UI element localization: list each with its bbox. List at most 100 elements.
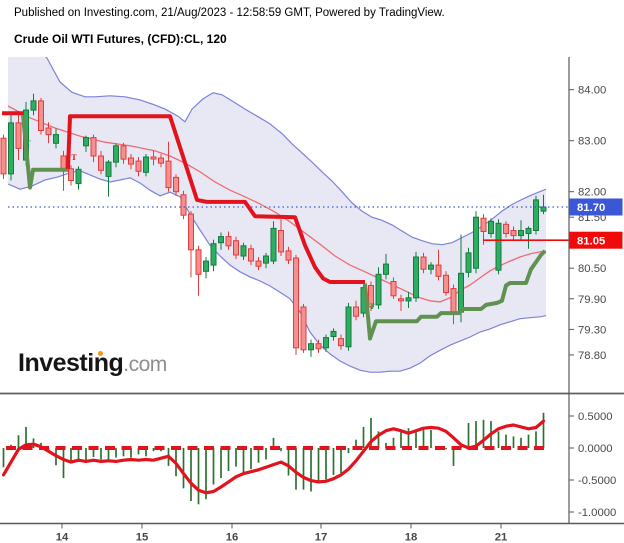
candle-body xyxy=(398,298,404,302)
candle-body xyxy=(53,134,59,144)
candle-body xyxy=(383,263,389,275)
candles-layer xyxy=(0,93,547,357)
candle-body xyxy=(488,220,494,235)
candle-body xyxy=(83,137,89,147)
candle-body xyxy=(330,330,337,337)
osc-tick-label: 0.0000 xyxy=(578,443,613,455)
supertrend-green-segment xyxy=(363,249,547,341)
time-tick-label: 17 xyxy=(315,532,328,543)
candle-body xyxy=(323,337,329,349)
investing-logo-text: Investing xyxy=(18,349,124,377)
time-tick-label: 18 xyxy=(405,532,418,543)
trend-flip-marker: T xyxy=(71,153,77,162)
candle-body xyxy=(0,137,7,175)
candle-body xyxy=(90,137,97,157)
supertrend-green-segment xyxy=(21,115,68,190)
candle-body xyxy=(420,256,427,270)
time-tick-label: 21 xyxy=(495,532,508,543)
bollinger-upper-line xyxy=(45,57,547,246)
investing-logo-suffix: .com xyxy=(123,353,167,376)
chart-title: Crude Oil WTI Futures, (CFD):CL, 120 xyxy=(14,32,227,46)
time-tick-label: 14 xyxy=(56,532,69,543)
candle-body xyxy=(533,199,539,231)
candle-body xyxy=(525,227,532,234)
candle-body xyxy=(540,206,547,212)
price-tick-label: 83.00 xyxy=(578,136,606,148)
candle-body xyxy=(338,338,344,347)
candle-body xyxy=(203,260,209,272)
candle-body xyxy=(150,156,157,160)
investing-logo: Investing .com xyxy=(18,349,167,378)
candle-body xyxy=(263,255,269,264)
candle-body xyxy=(240,245,247,257)
candle-body xyxy=(120,145,127,160)
candle-body xyxy=(270,227,277,262)
candle-body xyxy=(300,306,307,351)
candle-body xyxy=(75,168,82,185)
candle-body xyxy=(113,145,119,163)
candle-body xyxy=(390,281,397,297)
candle-body xyxy=(308,343,314,351)
candle-body xyxy=(503,223,509,235)
main-pane: T T T xyxy=(0,57,569,373)
candle-body xyxy=(375,273,382,306)
trend-flip-marker: T xyxy=(369,302,375,311)
oscillator-axis: 0.5000 0.0000 -0.5000 -1.0000 xyxy=(569,411,616,519)
candle-body xyxy=(218,236,224,244)
candle-body xyxy=(495,222,502,271)
candle-body xyxy=(233,240,239,256)
candle-body xyxy=(135,160,142,172)
candle-body xyxy=(165,160,172,189)
candle-body xyxy=(405,297,412,302)
time-axis: 14 15 16 17 18 21 xyxy=(56,523,508,543)
candle-body xyxy=(173,176,179,193)
candle-body xyxy=(143,156,149,173)
price-tick-label: 82.00 xyxy=(578,187,606,199)
candle-body xyxy=(458,272,464,313)
supertrend-red-segment xyxy=(66,114,365,284)
price-tick-label: 80.50 xyxy=(578,263,606,275)
price-tick-label: 79.90 xyxy=(578,294,606,306)
candle-body xyxy=(210,243,217,266)
current-price-badge: 81.70 xyxy=(569,198,623,216)
candle-body xyxy=(428,264,434,270)
oscillator-pane xyxy=(1,412,549,505)
level-price-badge: 81.05 xyxy=(569,231,623,249)
candle-body xyxy=(15,122,22,149)
candle-body xyxy=(473,216,479,269)
candle-body xyxy=(518,230,524,237)
price-tick-label: 78.80 xyxy=(578,350,606,362)
candle-body xyxy=(225,236,232,247)
candle-body xyxy=(60,155,67,170)
osc-tick-label: 0.5000 xyxy=(578,411,613,423)
candle-body xyxy=(353,306,359,317)
candle-body xyxy=(158,157,164,164)
candle-body xyxy=(285,250,292,261)
candle-body xyxy=(8,122,14,175)
candle-body xyxy=(68,168,74,182)
osc-tick-label: -1.0000 xyxy=(578,507,616,519)
osc-tick-label: -0.5000 xyxy=(578,475,616,487)
candle-body xyxy=(510,230,517,237)
current-price-badge-label: 81.70 xyxy=(577,202,605,214)
candle-body xyxy=(480,217,487,232)
trend-flip-marker: T xyxy=(25,139,31,148)
logo-orange-dot-icon xyxy=(98,351,103,356)
price-tick-label: 79.30 xyxy=(578,324,606,336)
candle-body xyxy=(443,274,449,294)
candle-body xyxy=(465,252,472,273)
candle-body xyxy=(248,248,254,262)
candle-body xyxy=(195,249,202,275)
candle-body xyxy=(98,155,104,171)
candle-body xyxy=(450,288,457,313)
candle-body xyxy=(38,100,44,132)
candle-body xyxy=(413,256,419,299)
candle-body xyxy=(45,127,52,136)
candle-body xyxy=(105,161,112,177)
published-caption: Published on Investing.com, 21/Aug/2023 … xyxy=(14,7,445,19)
level-price-badge-label: 81.05 xyxy=(577,235,605,247)
bollinger-area xyxy=(8,57,546,373)
time-tick-label: 15 xyxy=(136,532,149,543)
